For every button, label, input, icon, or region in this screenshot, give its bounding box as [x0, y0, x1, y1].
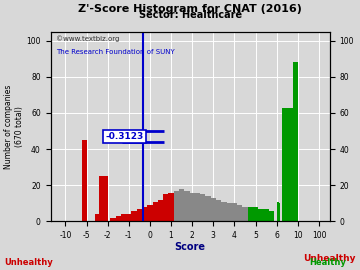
Bar — [293, 62, 298, 221]
Bar — [110, 218, 116, 221]
Bar — [190, 193, 195, 221]
Bar — [279, 203, 280, 221]
Bar — [153, 202, 158, 221]
Bar — [82, 140, 86, 221]
Bar — [100, 176, 108, 221]
Bar — [121, 214, 126, 221]
Text: The Research Foundation of SUNY: The Research Foundation of SUNY — [56, 49, 175, 55]
Bar — [168, 193, 174, 221]
Bar — [179, 189, 184, 221]
Bar — [174, 191, 179, 221]
Bar — [253, 207, 258, 221]
Bar — [195, 193, 200, 221]
Bar — [116, 216, 121, 221]
Bar — [242, 207, 248, 221]
Bar — [221, 202, 226, 221]
Bar — [158, 200, 163, 221]
Y-axis label: Number of companies
(670 total): Number of companies (670 total) — [4, 84, 23, 169]
Bar — [137, 209, 142, 221]
Bar — [142, 207, 147, 221]
Bar — [232, 203, 237, 221]
Bar — [278, 202, 279, 221]
Text: Unhealthy: Unhealthy — [303, 254, 356, 263]
Bar — [282, 107, 293, 221]
Text: ©www.textbiz.org: ©www.textbiz.org — [56, 35, 120, 42]
Text: -0.3123: -0.3123 — [105, 132, 144, 141]
Bar — [269, 211, 274, 221]
Bar — [99, 176, 102, 221]
Text: Sector: Healthcare: Sector: Healthcare — [139, 10, 242, 20]
Bar — [147, 205, 153, 221]
Bar — [216, 200, 221, 221]
Bar — [184, 191, 190, 221]
Bar — [226, 203, 232, 221]
Title: Z'-Score Histogram for CNAT (2016): Z'-Score Histogram for CNAT (2016) — [78, 4, 302, 14]
Bar — [206, 196, 211, 221]
X-axis label: Score: Score — [175, 242, 206, 252]
Text: Unhealthy: Unhealthy — [4, 258, 53, 266]
Bar — [237, 205, 242, 221]
Bar — [95, 214, 99, 221]
Bar — [248, 207, 253, 221]
Bar — [258, 209, 264, 221]
Bar — [264, 209, 269, 221]
Bar — [211, 198, 216, 221]
Bar — [126, 214, 131, 221]
Bar — [131, 211, 137, 221]
Text: Healthy: Healthy — [309, 258, 346, 266]
Bar — [163, 194, 168, 221]
Bar — [200, 194, 206, 221]
